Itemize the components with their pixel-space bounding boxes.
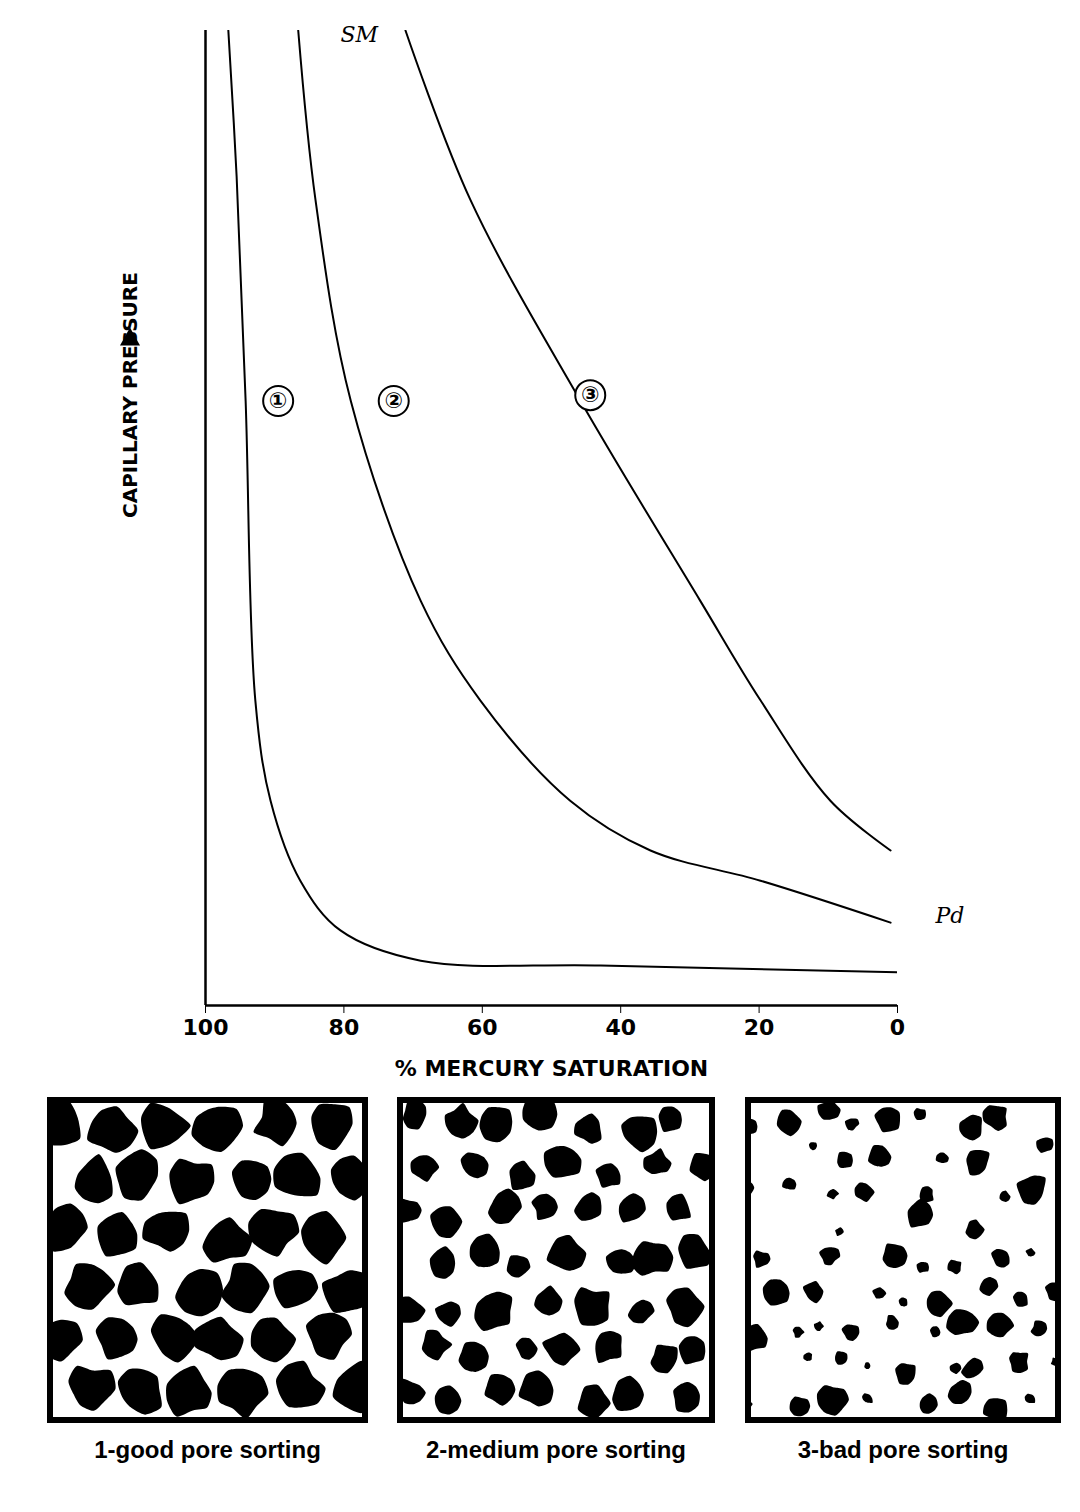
- svg-text:80: 80: [329, 1015, 360, 1040]
- svg-text:0: 0: [890, 1015, 905, 1040]
- svg-text:②: ②: [384, 388, 403, 413]
- svg-text:2-medium pore sorting: 2-medium pore sorting: [426, 1436, 686, 1463]
- svg-text:1-good pore sorting: 1-good pore sorting: [94, 1436, 321, 1463]
- svg-text:SM: SM: [340, 22, 378, 47]
- svg-text:Pd: Pd: [935, 903, 965, 928]
- svg-text:40: 40: [605, 1015, 636, 1040]
- svg-text:% MERCURY SATURATION: % MERCURY SATURATION: [395, 1056, 709, 1081]
- svg-text:60: 60: [467, 1015, 498, 1040]
- svg-text:CAPILLARY PRESSURE: CAPILLARY PRESSURE: [118, 272, 142, 518]
- svg-text:①: ①: [269, 388, 288, 413]
- svg-text:③: ③: [581, 382, 600, 407]
- svg-text:20: 20: [744, 1015, 775, 1040]
- svg-text:3-bad pore sorting: 3-bad pore sorting: [798, 1436, 1009, 1463]
- svg-text:100: 100: [183, 1015, 229, 1040]
